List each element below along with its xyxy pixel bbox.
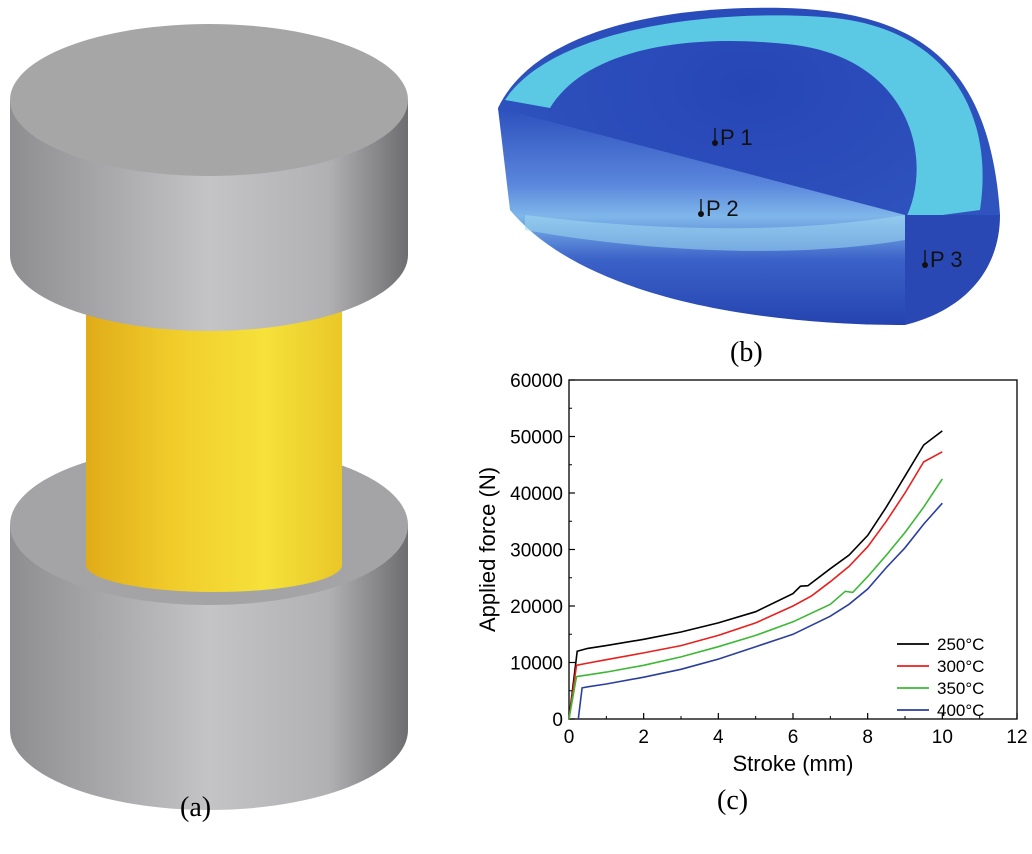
forging-model-panel: (a) [0,0,420,849]
legend-label: 300°C [937,657,984,676]
y-axis-label: Applied force (N) [475,467,500,632]
caption-b: (b) [730,337,763,368]
series-line [568,430,943,720]
series-line [568,478,943,720]
plot-area: 0 2 4 6 8 10 12 0 10000 20000 30000 40000 50000 60000 [510,371,1027,748]
force-stroke-chart-panel: 0 2 4 6 8 10 12 0 10000 20000 30000 40000 50000 60000… [455,370,1032,849]
top-die [10,24,408,331]
x-tick-label: 8 [862,727,873,748]
simulation-contour-panel: P 1 P 2 P 3 (b) [465,0,1032,370]
series-line [568,451,943,720]
forging-model-illustration [10,24,408,810]
caption-c: (c) [717,785,749,816]
legend: 250°C 300°C 350°C 400°C [897,635,984,720]
y-tick-label: 50000 [510,428,563,449]
legend-label: 250°C [937,635,984,654]
x-tick-label: 10 [932,727,953,748]
y-tick-label: 30000 [510,541,563,562]
probe-label: P 2 [706,196,739,221]
y-tick-label: 0 [552,710,563,731]
y-tick-label: 10000 [510,654,563,675]
x-tick-label: 4 [713,727,724,748]
x-tick-label: 2 [638,727,649,748]
force-stroke-chart: 0 2 4 6 8 10 12 0 10000 20000 30000 40000 50000 60000… [475,371,1028,776]
series-line [577,502,943,720]
y-tick-label: 60000 [510,371,563,392]
x-tick-label: 12 [1006,727,1027,748]
half-section-contour: P 1 P 2 P 3 [498,7,1000,326]
caption-a: (a) [180,792,212,823]
probe-p3: P 3 [922,247,963,272]
contour-ring [505,15,983,221]
outer-side [905,215,1000,325]
legend-label: 400°C [937,701,984,720]
y-tick-label: 20000 [510,597,563,618]
legend-label: 350°C [937,679,984,698]
y-tick-label: 40000 [510,484,563,505]
probe-p1: P 1 [712,125,753,150]
billet [86,290,342,592]
x-tick-label: 0 [564,727,575,748]
x-axis-label: Stroke (mm) [733,751,854,776]
probe-label: P 3 [930,247,963,272]
probe-p2: P 2 [698,196,739,221]
probe-label: P 1 [720,125,753,150]
x-tick-label: 6 [788,727,799,748]
